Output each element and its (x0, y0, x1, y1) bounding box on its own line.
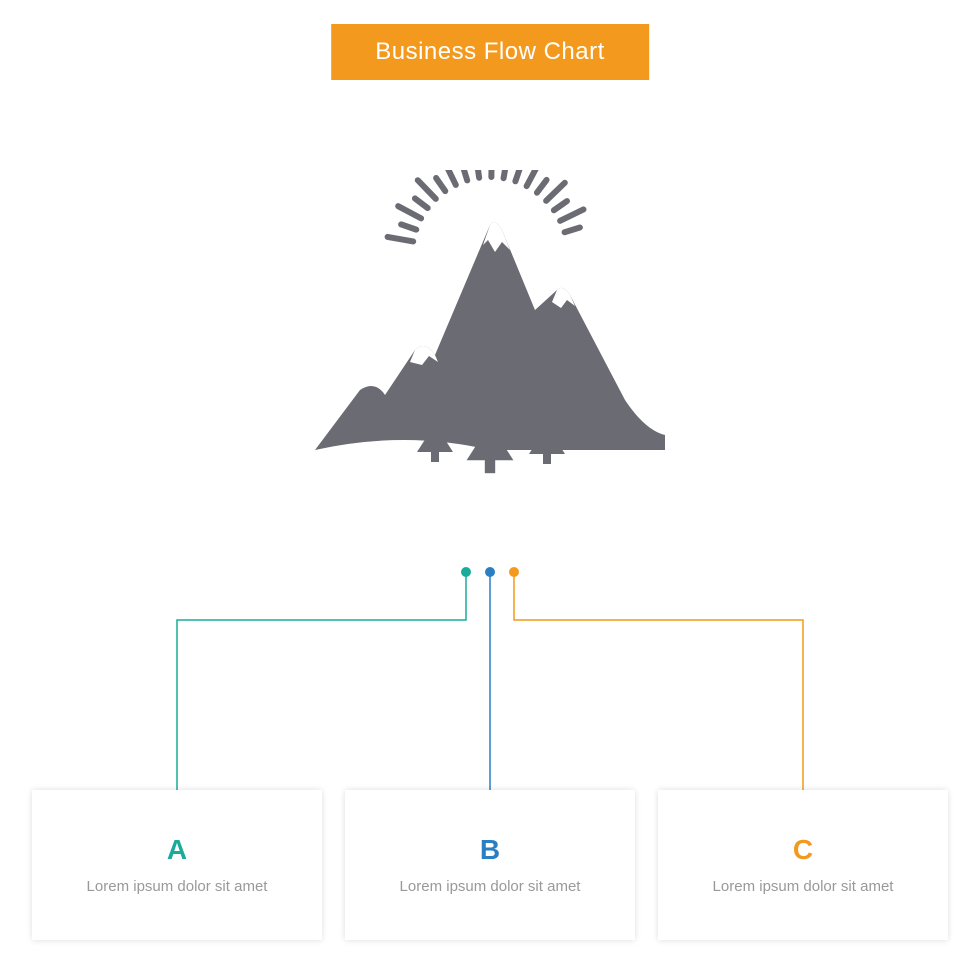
card-b: B Lorem ipsum dolor sit amet (345, 790, 635, 940)
title-bar: Business Flow Chart (331, 24, 649, 80)
card-a: A Lorem ipsum dolor sit amet (32, 790, 322, 940)
cards-row: A Lorem ipsum dolor sit amet B Lorem ips… (0, 790, 980, 940)
card-text-c: Lorem ipsum dolor sit amet (713, 876, 894, 897)
card-text-b: Lorem ipsum dolor sit amet (400, 876, 581, 897)
card-letter-b: B (480, 834, 500, 866)
card-text-a: Lorem ipsum dolor sit amet (87, 876, 268, 897)
card-letter-c: C (793, 834, 813, 866)
mountain-sunrise-icon (305, 170, 675, 485)
title-text: Business Flow Chart (375, 38, 605, 66)
card-c: C Lorem ipsum dolor sit amet (658, 790, 948, 940)
connector-dot (461, 567, 471, 577)
connector-dot (509, 567, 519, 577)
connector-dot (485, 567, 495, 577)
card-letter-a: A (167, 834, 187, 866)
